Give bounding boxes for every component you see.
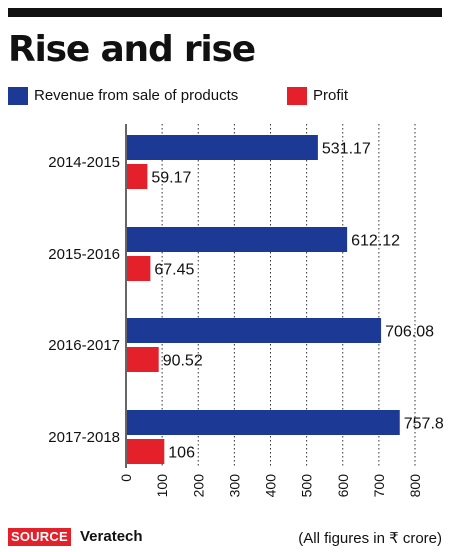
x-tick-label-300: 300 (226, 474, 242, 498)
profit-data-label: 90.52 (163, 353, 203, 370)
x-tick-label-600: 600 (335, 474, 351, 498)
top-rule (8, 8, 442, 17)
revenue-data-label: 757.8 (404, 416, 444, 433)
profit-bar (127, 256, 151, 281)
revenue-data-label: 531.17 (322, 141, 371, 158)
x-tick-label-500: 500 (299, 474, 315, 498)
revenue-data-label: 706.08 (385, 324, 434, 341)
legend-label-revenue: Revenue from sale of products (34, 87, 239, 104)
profit-bar (127, 347, 159, 372)
units-note: (All figures in ₹ crore) (298, 530, 442, 547)
x-tick-label-100: 100 (154, 474, 170, 498)
revenue-data-label: 612.12 (351, 233, 400, 250)
x-tick-label-200: 200 (190, 474, 206, 498)
legend-swatch-profit (287, 87, 307, 105)
category-label: 2017-2018 (48, 429, 120, 446)
legend-label-profit: Profit (313, 87, 349, 104)
profit-data-label: 59.17 (151, 170, 191, 187)
profit-data-label: 67.45 (154, 262, 194, 279)
source-name: Veratech (80, 528, 143, 545)
category-label: 2014-2015 (48, 154, 120, 171)
revenue-bar (127, 135, 318, 160)
x-tick-label-400: 400 (263, 474, 279, 498)
chart-title: Rise and rise (8, 29, 256, 70)
legend: Revenue from sale of products Profit (8, 86, 442, 106)
footer: SOURCE Veratech (All figures in ₹ crore) (8, 528, 442, 548)
profit-bar (127, 439, 165, 464)
source-badge: SOURCE (8, 528, 71, 546)
category-label: 2016-2017 (48, 337, 120, 354)
legend-swatch-revenue (8, 87, 28, 105)
revenue-bar (127, 227, 348, 252)
x-tick-label-800: 800 (407, 474, 423, 498)
profit-bar (127, 164, 148, 189)
revenue-bar (127, 318, 382, 343)
category-label: 2015-2016 (48, 246, 120, 263)
revenue-bar (127, 410, 400, 435)
profit-data-label: 106 (168, 445, 195, 462)
x-tick-label-0: 0 (118, 474, 134, 482)
x-tick-label-700: 700 (371, 474, 387, 498)
